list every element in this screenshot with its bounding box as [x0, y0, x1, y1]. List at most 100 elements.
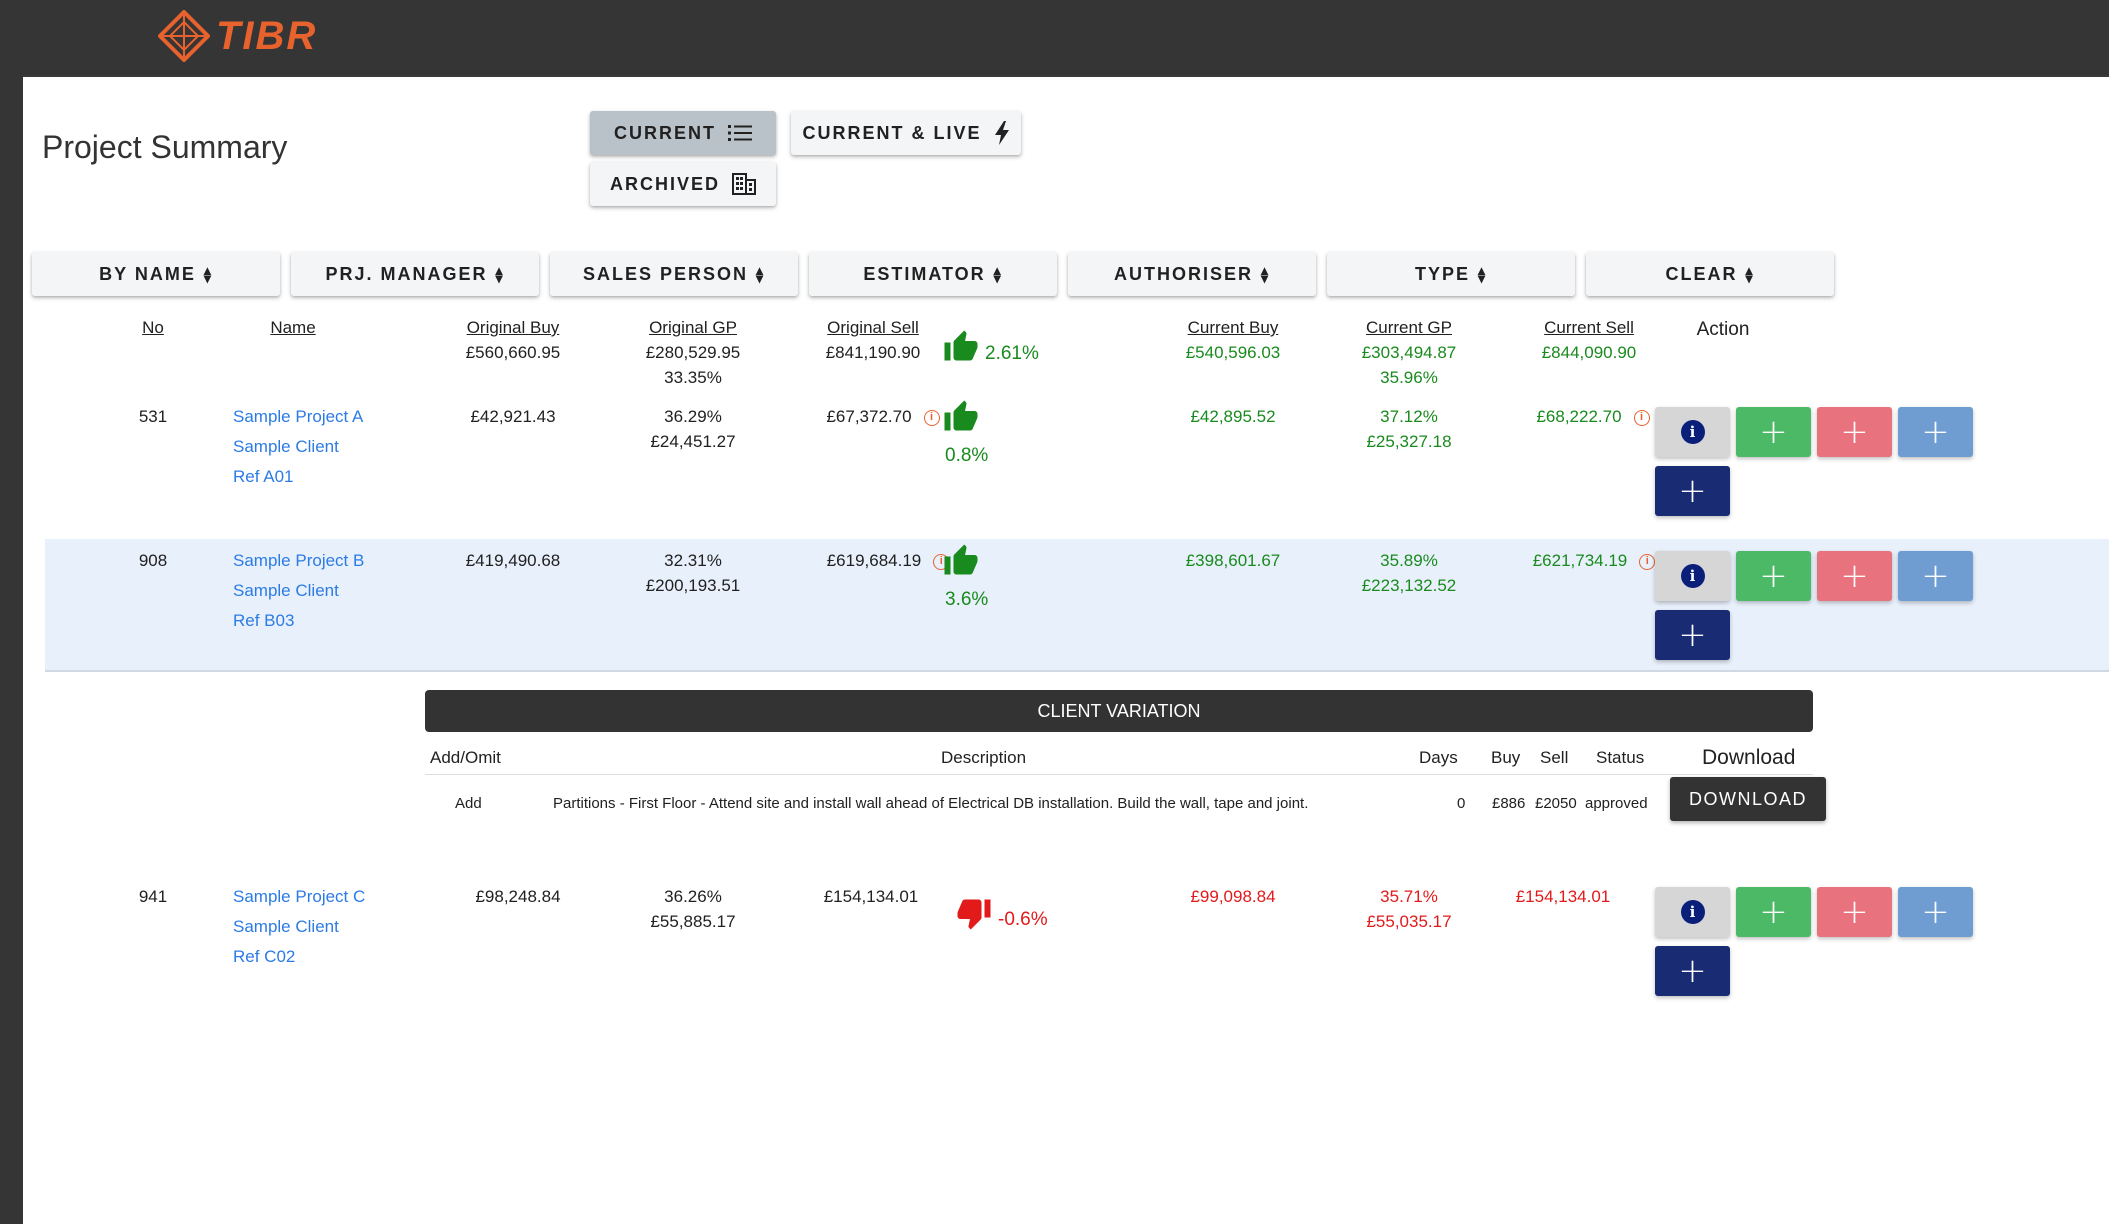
sort-authoriser-button[interactable]: AUTHORISER ▴ ▾: [1068, 252, 1316, 296]
project-ref-link[interactable]: Ref B03: [233, 611, 295, 630]
original-gp-pct: 36.29%: [664, 407, 722, 426]
plus-icon: +: [1921, 412, 1950, 452]
current-gp: 35.89% £223,132.52: [1329, 548, 1489, 598]
add-blue-button[interactable]: +: [1898, 551, 1973, 601]
current-sell-value: £68,222.70: [1536, 407, 1622, 426]
current-button[interactable]: CURRENT: [590, 111, 776, 155]
current-gp: 35.71% £55,035.17: [1329, 884, 1489, 934]
cv-header-description: Description: [941, 748, 1027, 767]
header-no[interactable]: No: [103, 315, 203, 340]
info-icon: i: [1680, 564, 1705, 588]
trend-pct: 0.8%: [945, 445, 989, 466]
project-name-cell[interactable]: Sample Project B Sample Client Ref B03: [233, 546, 364, 636]
client-name-link[interactable]: Sample Client: [233, 437, 339, 456]
cv-buy: £886: [1492, 795, 1526, 812]
project-ref-link[interactable]: Ref A01: [233, 467, 294, 486]
current-gp: 37.12% £25,327.18: [1329, 404, 1489, 454]
trend-pct: -0.6%: [998, 909, 1048, 930]
current-gp-pct: 35.89%: [1380, 551, 1438, 570]
header-name[interactable]: Name: [223, 315, 363, 340]
clear-sort-button[interactable]: CLEAR ▴ ▾: [1586, 252, 1834, 296]
trend-pct: 3.6%: [945, 589, 989, 610]
add-green-button[interactable]: +: [1736, 551, 1811, 601]
original-gp-pct: 32.31%: [664, 551, 722, 570]
project-name-link[interactable]: Sample Project A: [233, 407, 364, 426]
download-button[interactable]: DOWNLOAD: [1670, 777, 1826, 821]
cv-header-status: Status: [1596, 748, 1645, 767]
plus-icon: +: [1759, 892, 1788, 932]
cv-header-add-omit: Add/Omit: [430, 748, 501, 767]
sort-caret-icon: ▴ ▾: [203, 262, 213, 286]
sort-button-label: SALES PERSON: [582, 263, 748, 284]
info-icon[interactable]: i: [923, 409, 940, 426]
current-sell-value: £621,734.19: [1532, 551, 1628, 570]
logo[interactable]: TIBR: [158, 8, 348, 64]
info-icon[interactable]: i: [1633, 409, 1650, 426]
page-title: Project Summary: [42, 129, 288, 165]
sort-prj-manager-button[interactable]: PRJ. MANAGER ▴ ▾: [291, 252, 539, 296]
add-green-button[interactable]: +: [1736, 407, 1811, 457]
add-red-button[interactable]: +: [1817, 551, 1892, 601]
sort-type-button[interactable]: TYPE ▴ ▾: [1327, 252, 1575, 296]
original-gp: 32.31% £200,193.51: [613, 548, 773, 598]
header-current-buy: Current Buy £540,596.03: [1153, 315, 1313, 365]
add-navy-button[interactable]: +: [1655, 946, 1730, 996]
original-sell: £154,134.01: [823, 887, 919, 906]
client-name-link[interactable]: Sample Client: [233, 917, 339, 936]
sort-estimator-button[interactable]: ESTIMATOR ▴ ▾: [809, 252, 1057, 296]
cv-header-buy: Buy: [1491, 748, 1521, 767]
project-name-cell[interactable]: Sample Project A Sample Client Ref A01: [233, 402, 363, 492]
row-no: 531: [138, 407, 168, 426]
sort-caret-icon: ▴ ▾: [1477, 262, 1488, 286]
sort-button-label: CLEAR: [1665, 263, 1738, 284]
current-sell: £68,222.70 i: [1493, 404, 1693, 429]
archived-button[interactable]: ARCHIVED: [590, 162, 776, 206]
add-red-button[interactable]: +: [1817, 407, 1892, 457]
current-live-button[interactable]: CURRENT & LIVE: [791, 111, 1021, 155]
sort-by-name-button[interactable]: BY NAME ▴ ▾: [32, 252, 280, 296]
info-icon: i: [1680, 900, 1705, 924]
project-name-link[interactable]: Sample Project C: [233, 887, 366, 906]
info-button[interactable]: i: [1655, 887, 1730, 937]
building-icon: [732, 172, 756, 196]
sort-caret-icon: ▴ ▾: [756, 262, 766, 286]
info-icon[interactable]: i: [1639, 553, 1656, 570]
sort-button-label: ESTIMATOR: [863, 263, 986, 284]
total-current-buy: £540,596.03: [1185, 343, 1281, 362]
total-original-buy: £560,660.95: [465, 343, 561, 362]
plus-icon: +: [1678, 951, 1707, 991]
client-variation-panel: CLIENT VARIATION Add/Omit Description Da…: [425, 690, 1826, 822]
original-gp-value: £200,193.51: [645, 576, 741, 595]
add-navy-button[interactable]: +: [1655, 466, 1730, 516]
project-name-link[interactable]: Sample Project B: [233, 551, 365, 570]
sort-caret-icon: ▴ ▾: [495, 262, 505, 286]
add-blue-button[interactable]: +: [1898, 407, 1973, 457]
add-red-button[interactable]: +: [1817, 887, 1892, 937]
sort-button-label: BY NAME: [99, 263, 196, 284]
info-button[interactable]: i: [1655, 551, 1730, 601]
add-green-button[interactable]: +: [1736, 887, 1811, 937]
sidebar-strip: [0, 75, 23, 1224]
info-icon: i: [1680, 420, 1705, 444]
plus-icon: +: [1840, 412, 1869, 452]
total-original-gp-pct: 33.35%: [664, 368, 722, 387]
project-name-cell[interactable]: Sample Project C Sample Client Ref C02: [233, 882, 365, 972]
cv-days: 0: [1457, 795, 1466, 812]
plus-icon: +: [1759, 412, 1788, 452]
client-name-link[interactable]: Sample Client: [233, 581, 339, 600]
client-variation-title: CLIENT VARIATION: [425, 690, 1813, 732]
info-button[interactable]: i: [1655, 407, 1730, 457]
add-blue-button[interactable]: +: [1898, 887, 1973, 937]
thumb-up-icon: [944, 544, 978, 575]
project-ref-link[interactable]: Ref C02: [233, 947, 296, 966]
add-navy-button[interactable]: +: [1655, 610, 1730, 660]
plus-icon: +: [1840, 556, 1869, 596]
sort-sales-person-button[interactable]: SALES PERSON ▴ ▾: [550, 252, 798, 296]
header-current-buy-label: Current Buy: [1187, 318, 1279, 337]
row-no: 941: [138, 887, 168, 906]
plus-icon: +: [1921, 892, 1950, 932]
client-variation-table: Add/Omit Description Days Buy Sell Statu…: [425, 732, 1826, 822]
current-button-label: CURRENT: [614, 122, 716, 143]
logo-mark-icon: [158, 10, 210, 62]
row-no: 908: [138, 551, 168, 570]
